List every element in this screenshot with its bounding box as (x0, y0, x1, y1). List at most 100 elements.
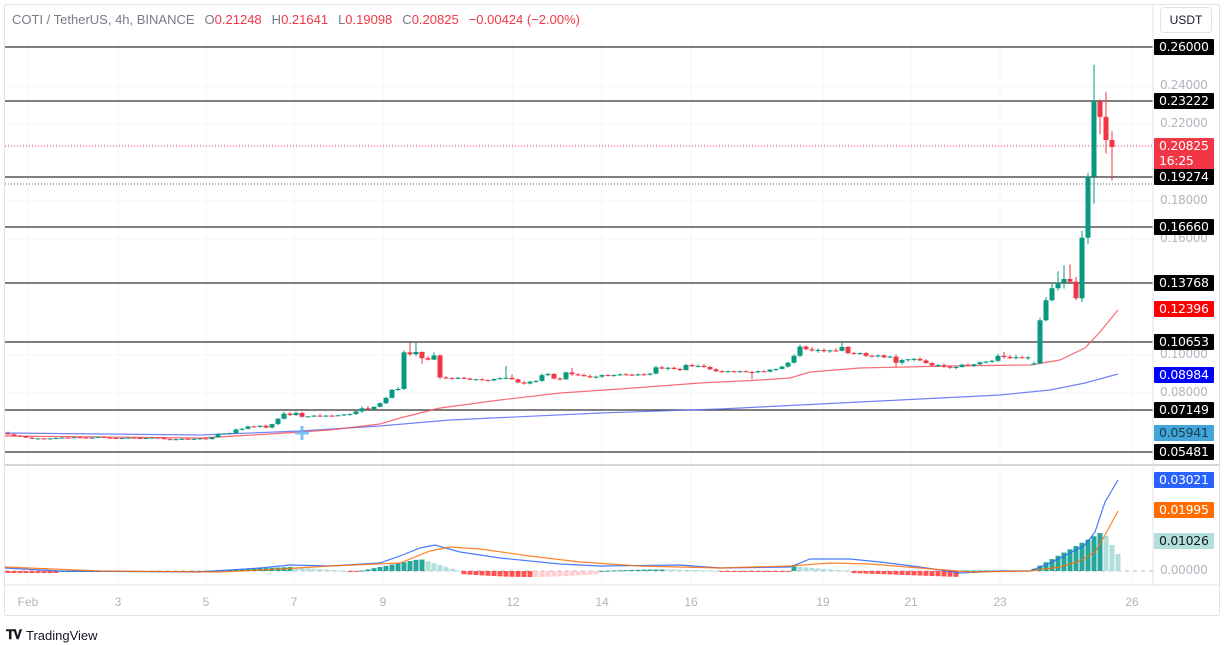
candle-body (737, 371, 743, 373)
candle-body (35, 438, 41, 440)
candle-body (845, 346, 851, 354)
candle-body (1079, 237, 1085, 299)
candle-body (917, 358, 923, 361)
candle-body (797, 346, 803, 356)
candle-body (41, 438, 47, 440)
symbol-legend: COTI / TetherUS, 4h, BINANCE O0.21248 H0… (12, 12, 580, 27)
candle-body (773, 368, 779, 370)
macd-histogram-bar (851, 571, 857, 574)
macd-histogram-bar (503, 571, 509, 577)
macd-histogram-bar (803, 567, 809, 571)
macd-histogram-bar (707, 570, 713, 572)
time-tick-label: 3 (114, 595, 122, 609)
candle-body (287, 413, 293, 416)
current-price-tag: 0.20825 16:25 (1154, 138, 1214, 170)
macd-histogram-bar (791, 566, 797, 571)
candle-body (827, 350, 833, 352)
candle-body (731, 371, 737, 373)
candle-body (851, 353, 857, 355)
candle-body (233, 429, 239, 433)
macd-histogram-bar (467, 571, 473, 575)
macd-histogram-bar (659, 569, 665, 571)
macd-histogram-bar (1103, 536, 1109, 571)
macd-histogram-bar (677, 569, 683, 571)
macd-histogram-bar (437, 565, 443, 571)
candle-body (383, 397, 389, 404)
macd-histogram-bar (683, 569, 689, 571)
symbol-title[interactable]: COTI / TetherUS, 4h, BINANCE (12, 12, 195, 27)
candle-body (1097, 101, 1103, 117)
candle-body (551, 373, 557, 379)
candle-body (401, 352, 407, 389)
candle-body (959, 364, 965, 367)
macd-histogram-bar (539, 571, 545, 577)
candle-body (905, 359, 911, 361)
candle-body (413, 351, 419, 355)
candle-body (1103, 116, 1109, 141)
candle-body (167, 439, 173, 441)
candle-body (119, 438, 125, 440)
candle-body (677, 368, 683, 371)
candle-body (185, 438, 191, 440)
macd-histogram-bar (701, 570, 707, 572)
macd-histogram-bar (689, 569, 695, 571)
macd-histogram-bar (485, 571, 491, 576)
time-tick-label: 14 (595, 595, 609, 609)
macd-histogram-bar (5, 571, 11, 573)
macd-value-tag: 0.03021 (1154, 472, 1214, 488)
macd-histogram-bar (335, 570, 341, 572)
candle-body (581, 375, 587, 377)
high-label: H (271, 12, 282, 27)
macd-histogram-bar (761, 571, 767, 572)
candle-body (509, 377, 515, 380)
candle-body (1019, 357, 1025, 359)
price-tick-label: 0.18000 (1160, 193, 1208, 207)
candle-body (941, 365, 947, 367)
candle-body (719, 371, 725, 373)
macd-histogram-bar (35, 571, 41, 573)
candle-body (473, 379, 479, 381)
candle-body (95, 436, 101, 438)
candle-body (323, 415, 329, 417)
candle-body (791, 355, 797, 363)
macd-histogram-bar (737, 571, 743, 572)
macd-histogram-bar (587, 571, 593, 575)
candle-body (449, 378, 455, 380)
macd-histogram-bar (23, 571, 29, 573)
macd-histogram-bar (479, 571, 485, 576)
currency-button[interactable]: USDT (1160, 7, 1212, 33)
candle-body (527, 381, 533, 384)
candle-body (1073, 281, 1079, 299)
macd-histogram-bar (647, 569, 653, 571)
price-tick-label: 0.24000 (1160, 78, 1208, 92)
candle-body (455, 377, 461, 379)
candle-body (653, 367, 659, 374)
candle-body (317, 415, 323, 417)
candle-body (371, 406, 377, 410)
macd-histogram-bar (431, 563, 437, 571)
macd-histogram-bar (1055, 555, 1061, 571)
candle-body (755, 371, 761, 373)
candle-body (29, 437, 35, 439)
macd-histogram-bar (767, 571, 773, 572)
level-0-16660-tag: 0.16660 (1154, 219, 1214, 235)
candle-body (461, 377, 467, 379)
candle-body (821, 350, 827, 352)
macd-histogram-bar (359, 570, 365, 572)
macd-histogram-bar (311, 568, 317, 571)
candle-body (575, 374, 581, 376)
tradingview-branding[interactable]: 𝐓𝐕 TradingView (6, 627, 98, 643)
candle-body (605, 375, 611, 377)
level-0-13768-tag: 0.13768 (1154, 275, 1214, 291)
candle-body (977, 362, 983, 365)
candle-body (1109, 140, 1115, 147)
macd-histogram-bar (947, 571, 953, 577)
time-tick-label: 12 (506, 595, 520, 609)
candle-body (749, 372, 755, 374)
candle-body (659, 367, 665, 369)
candle-body (17, 435, 23, 437)
candle-body (533, 380, 539, 382)
macd-histogram-bar (875, 571, 881, 575)
macd-histogram-bar (575, 571, 581, 576)
